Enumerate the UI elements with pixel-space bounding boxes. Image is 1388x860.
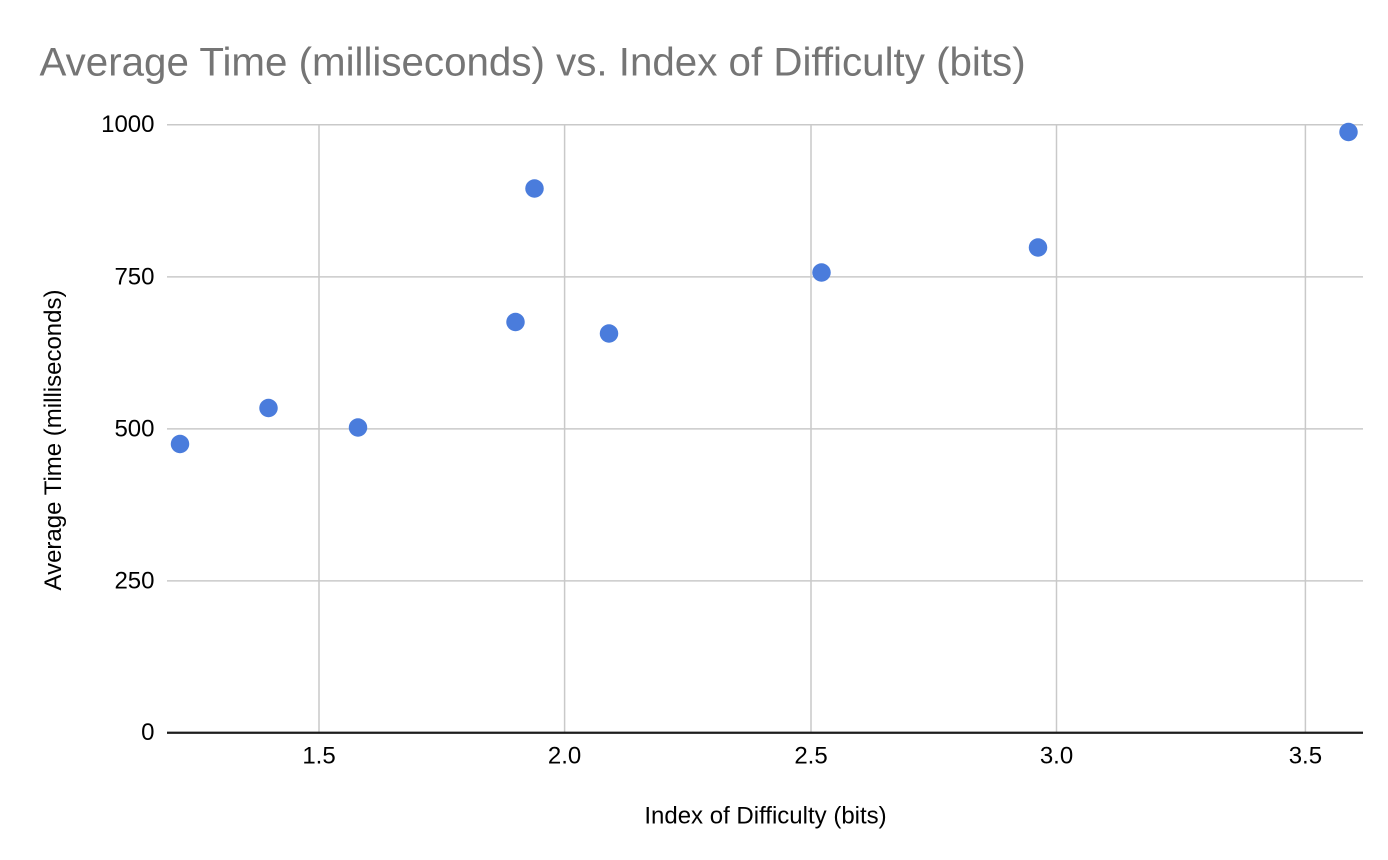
- svg-text:Average Time (milliseconds) vs: Average Time (milliseconds) vs. Index of…: [40, 40, 1026, 85]
- svg-text:Index of Difficulty (bits): Index of Difficulty (bits): [644, 803, 886, 830]
- svg-text:250: 250: [114, 567, 154, 594]
- svg-text:1000: 1000: [101, 111, 154, 138]
- svg-text:750: 750: [114, 263, 154, 290]
- svg-text:3.5: 3.5: [1289, 743, 1322, 770]
- svg-text:2.0: 2.0: [548, 743, 581, 770]
- svg-text:3.0: 3.0: [1040, 743, 1073, 770]
- svg-text:1.5: 1.5: [302, 743, 335, 770]
- svg-text:Average Time (milliseconds): Average Time (milliseconds): [40, 290, 67, 591]
- svg-text:0: 0: [141, 719, 154, 746]
- svg-text:500: 500: [114, 415, 154, 442]
- svg-text:2.5: 2.5: [794, 743, 827, 770]
